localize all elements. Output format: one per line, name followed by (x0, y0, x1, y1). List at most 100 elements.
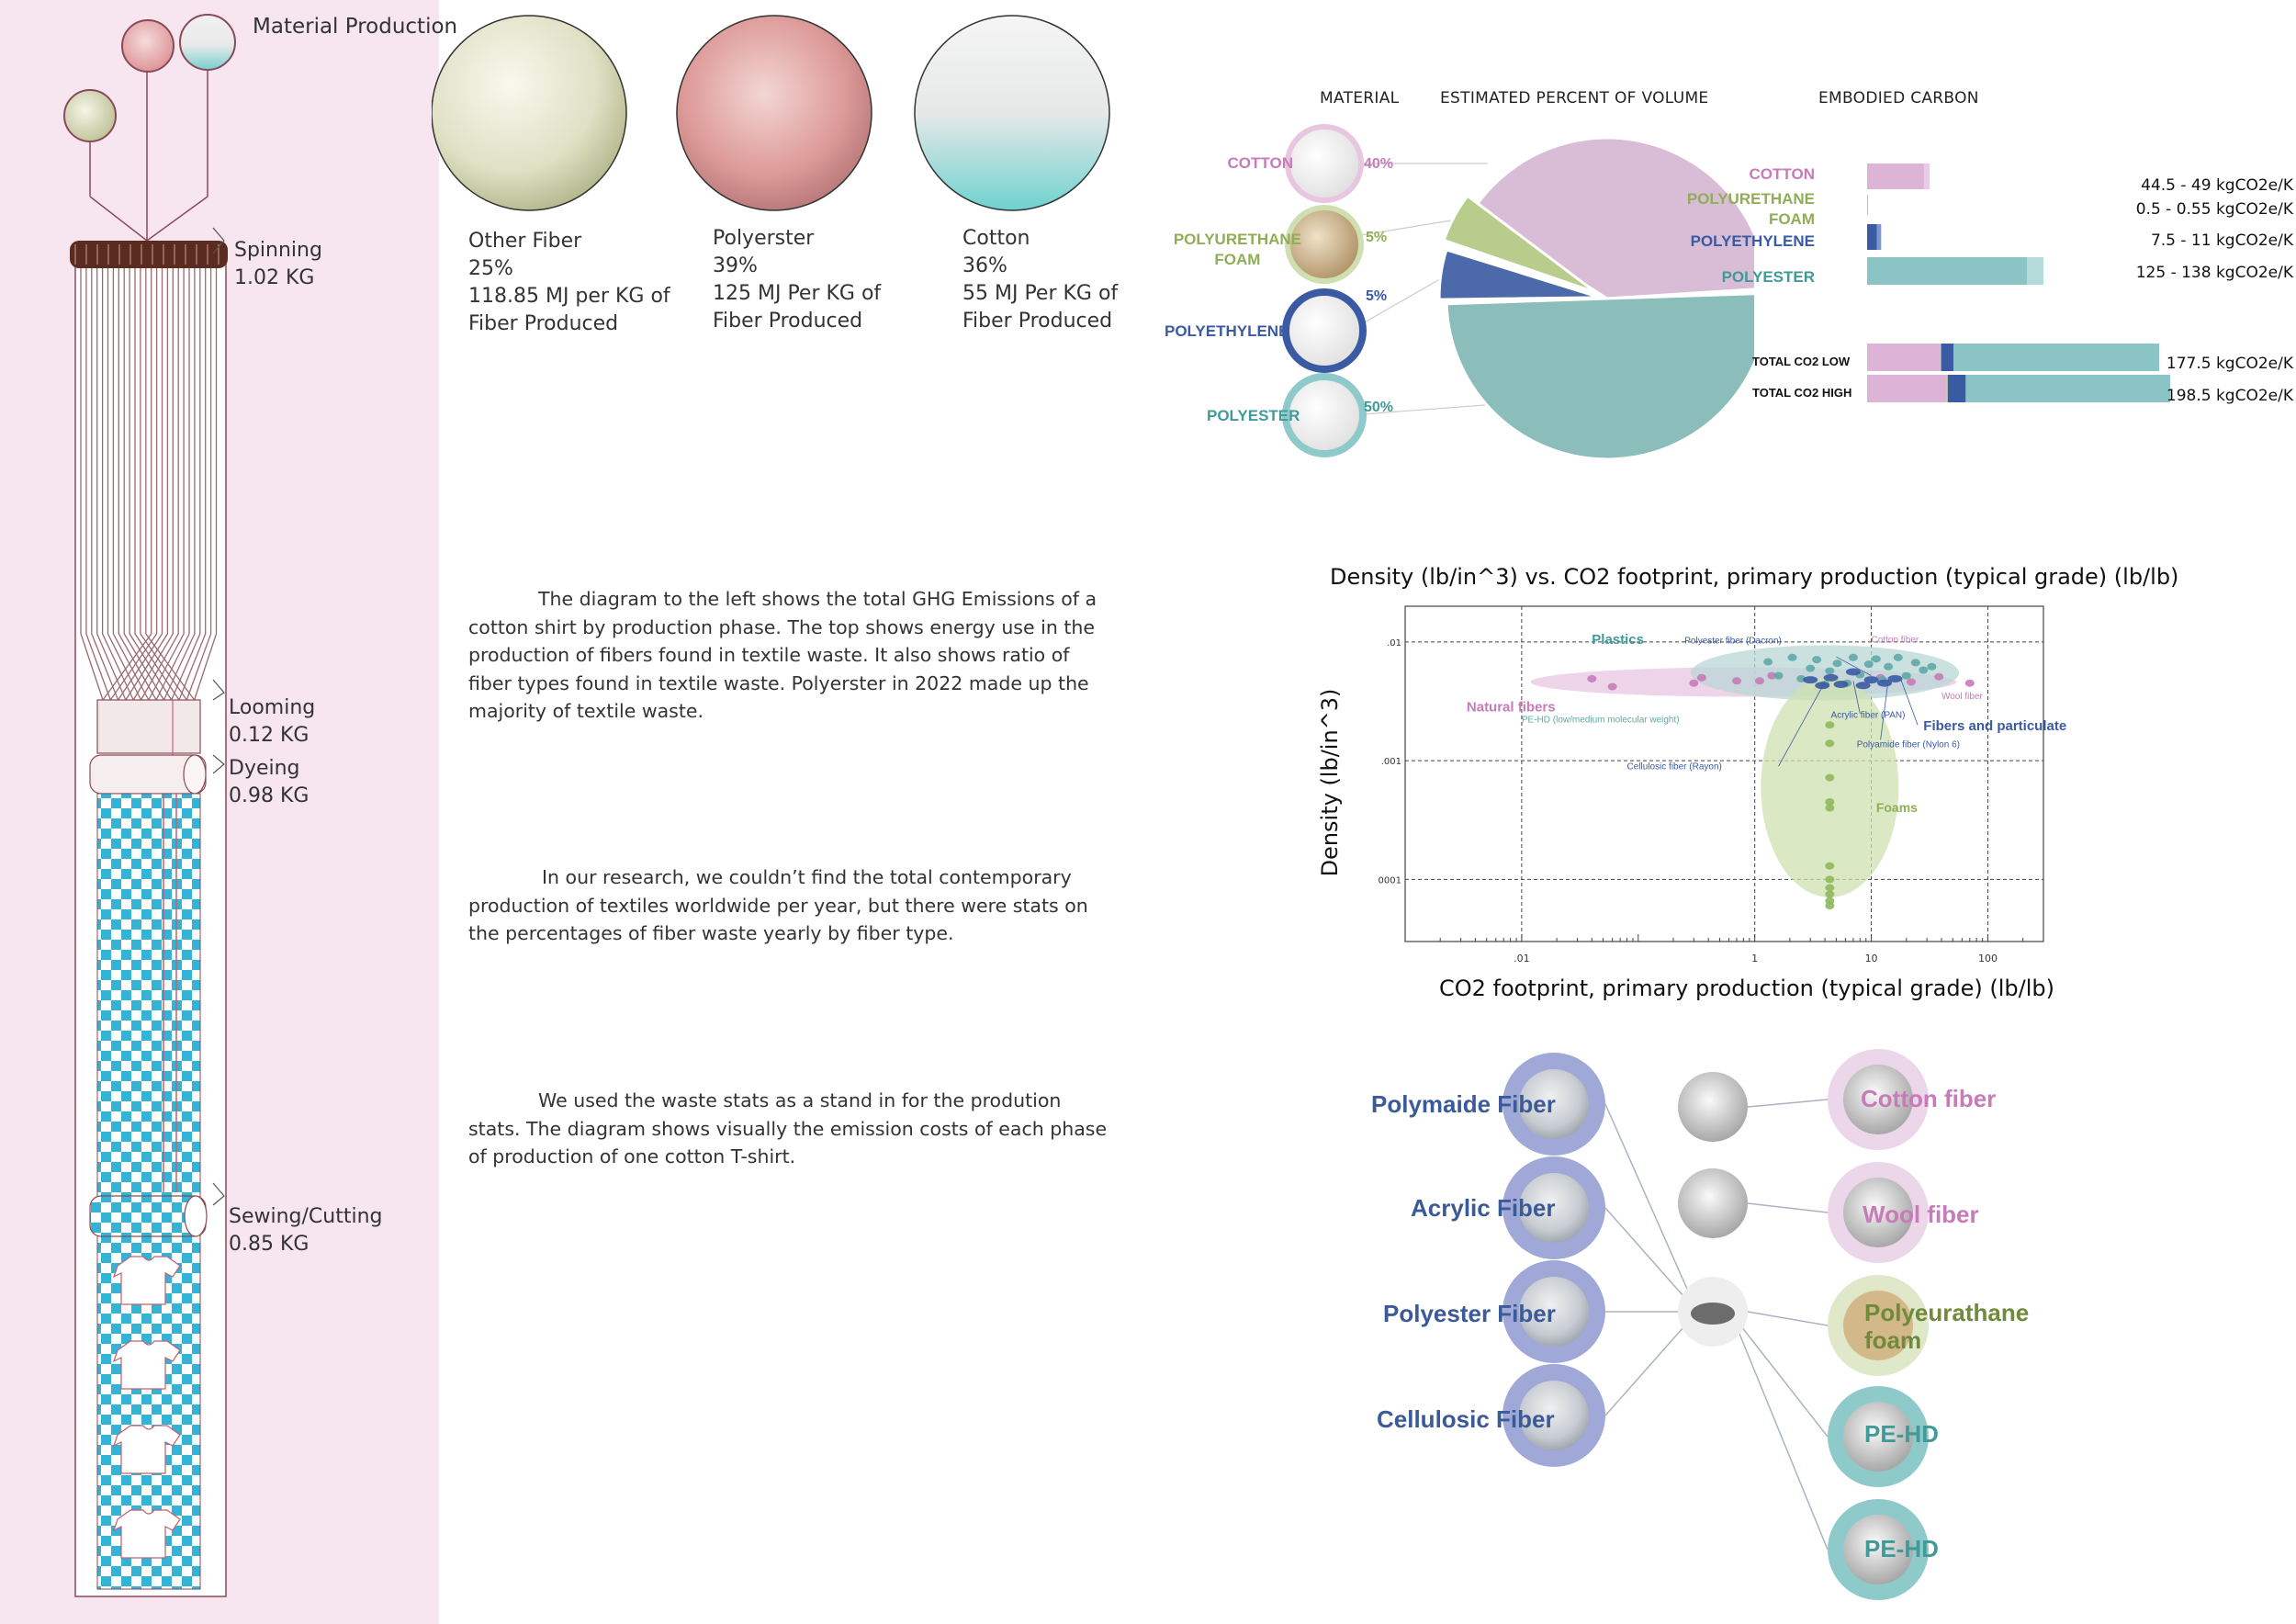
scatter-point (1803, 676, 1818, 684)
scatter-point (1773, 671, 1784, 680)
scatter-point (1825, 773, 1835, 782)
thread (171, 268, 201, 701)
material-production-title: Material Production (253, 15, 458, 39)
scatter-point (1893, 653, 1903, 661)
carbon-label-polyethylene: POLYETHYLENE (1690, 232, 1815, 250)
annotation-leader (1900, 679, 1919, 726)
thread (91, 268, 119, 701)
description-paragraph-2: In our research, we couldn’t find the to… (468, 863, 1111, 948)
thread (123, 268, 164, 701)
carbon-label-polyester: POLYESTER (1721, 268, 1815, 286)
scatter-point (1825, 721, 1835, 729)
scatter-point (1871, 655, 1881, 663)
scatter-point (1927, 662, 1937, 671)
point-annotation: Polyester fiber (Dacron) (1684, 637, 1782, 647)
energy-cotton: Cotton 36% 55 MJ Per KG of Fiber Produce… (962, 225, 1118, 335)
energy-share: 25% (468, 257, 513, 280)
foam-ball (1285, 205, 1364, 284)
annotation-leader (1852, 681, 1861, 714)
header-material: MATERIAL (1320, 89, 1400, 107)
total-bar-segment (1867, 344, 1941, 371)
pct-cotton: 40% (1364, 156, 1394, 172)
scatter-point (1855, 682, 1871, 690)
thread (140, 268, 179, 701)
pie-slice-foam (1442, 194, 1597, 294)
network-link (1730, 1313, 1829, 1551)
scatter-point (1754, 677, 1764, 685)
thread (118, 268, 163, 701)
point-annotation: Polyamide fiber (Nylon 6) (1857, 739, 1960, 750)
scatter-point (1815, 682, 1830, 690)
scatter-point (1845, 668, 1861, 676)
chart-ylabel: Density (lb/in^3) (1317, 688, 1343, 877)
network-link (1730, 1313, 1829, 1438)
point-annotation: Cotton fiber (1872, 635, 1919, 645)
shirt-icon (112, 1425, 181, 1474)
shirt-icon (112, 1256, 181, 1305)
scatter-point (1763, 658, 1773, 666)
chart-title: Density (lb/in^3) vs. CO2 footprint, pri… (1330, 564, 2179, 590)
foam-label-line: FOAM (1768, 210, 1815, 228)
thread (178, 268, 207, 701)
thread (193, 268, 218, 701)
scatter-point (1767, 671, 1777, 680)
pie-slice-polyester (1445, 292, 1754, 461)
network-link (1747, 1202, 1829, 1213)
scatter-point (1825, 862, 1835, 870)
header-volume: ESTIMATED PERCENT OF VOLUME (1440, 89, 1709, 107)
carbon-bar-low (1867, 224, 1877, 250)
energy-name: Polyerster (713, 227, 815, 250)
point-annotation: Wool fiber (1941, 692, 1984, 702)
thread (102, 268, 152, 701)
thread (112, 268, 150, 701)
fiber-label-wool: Wool fiber (1863, 1201, 1979, 1228)
network-link (1747, 1311, 1829, 1326)
y-tick-label: .01 (1387, 638, 1401, 648)
scatter-point (1832, 660, 1842, 668)
cotton-source (179, 14, 236, 71)
point-annotation: Cellulosic fiber (Rayon) (1626, 761, 1721, 772)
scatter-point (1825, 875, 1835, 884)
scatter-point (1919, 666, 1929, 674)
spinning-spool (70, 241, 228, 268)
y-tick-label: .001 (1381, 757, 1401, 767)
scatter-point (1848, 653, 1858, 661)
group-envelope (1761, 676, 1899, 897)
scatter-point (1696, 673, 1706, 682)
natural-fiber-node (1678, 1072, 1748, 1142)
energy-polyester: Polyerster 39% 125 MJ Per KG of Fiber Pr… (713, 225, 881, 335)
carbon-bars (1867, 164, 2170, 402)
thread (163, 268, 196, 701)
scatter-point (1833, 680, 1849, 688)
group-label: Fibers and particulates (1923, 718, 2066, 734)
x-tick-label: 1 (1751, 953, 1758, 964)
network-link (1747, 1099, 1829, 1108)
energy-line: 125 MJ Per KG of (713, 282, 882, 305)
pct-polyethylene: 5% (1366, 288, 1388, 304)
total-bar-segment (1953, 344, 2159, 371)
material-label-polyethylene: POLYETHYLENE (1165, 322, 1289, 340)
pie-slice-cotton (1469, 136, 1754, 300)
network-link (1604, 1207, 1698, 1313)
foam-label-line: FOAM (1214, 251, 1261, 268)
polyethylene-ball (1282, 288, 1367, 373)
point-annotation: PE-HD (low/medium molecular weight) (1522, 716, 1680, 726)
description-paragraph-1: The diagram to the left shows the total … (468, 585, 1111, 726)
thread (148, 268, 185, 701)
energy-line: Fiber Produced (468, 312, 619, 335)
fiber-label-cellulosic: Cellulosic Fiber (1377, 1405, 1555, 1433)
scatter-point (1825, 797, 1835, 806)
scatter-point (1825, 884, 1835, 892)
scatter-point (1863, 676, 1879, 684)
scatter-point (1607, 682, 1617, 691)
range-polyethylene: 7.5 - 11 kgCO2e/K (2150, 231, 2293, 250)
group-label: Plastics (1592, 632, 1644, 648)
thread (118, 268, 157, 701)
scatter-point (1732, 677, 1742, 685)
total-low-label: TOTAL CO2 LOW (1752, 355, 1851, 368)
shirt-icon (112, 1509, 181, 1559)
scatter-chart: .01 1 10 100 .01 .001 .0001 Plastics Natural fib… (1378, 605, 2066, 964)
chart-xlabel: CO2 footprint, primary production (typic… (1439, 976, 2054, 1001)
fiber-label-polyamide: Polymaide Fiber (1371, 1090, 1556, 1118)
description-paragraph-3: We used the waste stats as a stand in fo… (468, 1087, 1111, 1171)
